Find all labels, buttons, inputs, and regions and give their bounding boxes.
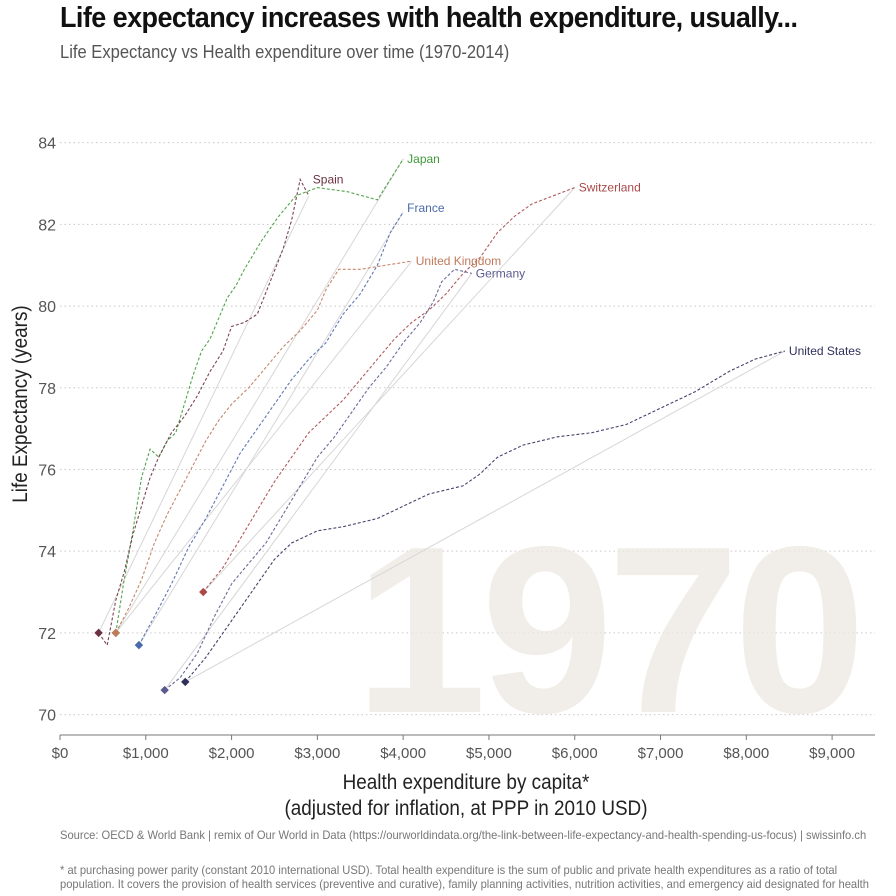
- trend-chord-germany: [164, 273, 473, 691]
- y-tick-label: 72: [38, 626, 56, 643]
- trend-chord-japan: [115, 158, 404, 634]
- x-tick-label: $5,000: [466, 745, 512, 762]
- trend-chord-united-kingdom: [115, 260, 413, 634]
- source-note: Source: OECD & World Bank | remix of Our…: [60, 828, 867, 842]
- x-tick-label: $6,000: [552, 745, 598, 762]
- series-line-france: [138, 211, 404, 646]
- trend-chords: [98, 158, 786, 691]
- start-marker-united-kingdom: [111, 628, 120, 638]
- series-line-spain: [98, 177, 310, 647]
- series-line-united-kingdom: [115, 260, 412, 634]
- x-tick-label: $9,000: [809, 745, 855, 762]
- x-tick-label: $0: [52, 745, 69, 762]
- start-markers: [94, 587, 208, 695]
- x-tick-label: $3,000: [294, 745, 340, 762]
- series-label-japan: Japan: [407, 152, 440, 166]
- trend-chord-spain: [98, 195, 310, 634]
- series-line-japan: [115, 158, 404, 633]
- series-paths: [98, 158, 786, 691]
- series-label-spain: Spain: [313, 172, 344, 186]
- trend-chord-switzerland: [202, 187, 576, 593]
- x-tick-label: $8,000: [723, 745, 769, 762]
- x-axis-title: Health expenditure by capita*: [343, 771, 590, 794]
- y-tick-label: 82: [38, 217, 56, 234]
- series-labels: Japan Spain France Switzerland United Kingdo…: [313, 152, 861, 358]
- year-watermark: 1970: [355, 498, 860, 763]
- footnote: * at purchasing power parity (constant 2…: [60, 863, 869, 891]
- start-marker-germany: [160, 685, 169, 695]
- series-label-united-kingdom: United Kingdom: [416, 254, 501, 268]
- series-label-united-states: United States: [789, 344, 861, 358]
- y-axis-title: Life Expectancy (years): [9, 305, 32, 502]
- x-tick-label: $1,000: [123, 745, 169, 762]
- x-axis-title-line2: (adjusted for inflation, at PPP in 2010 …: [285, 797, 648, 820]
- axes: 70 72 74 76 78 80 82 84 $0 $1,000 $2,000 $3,000 $4,0…: [38, 136, 875, 762]
- series-line-switzerland: [202, 187, 575, 593]
- y-tick-label: 74: [38, 544, 56, 561]
- x-tick-label: $7,000: [638, 745, 684, 762]
- trend-chord-france: [138, 211, 404, 646]
- start-marker-switzerland: [199, 587, 208, 597]
- y-tick-label: 70: [38, 708, 56, 725]
- y-tick-label: 78: [38, 381, 56, 398]
- y-tick-label: 80: [38, 299, 56, 316]
- series-label-switzerland: Switzerland: [579, 181, 641, 195]
- start-marker-united-states: [181, 677, 190, 687]
- series-label-germany: Germany: [476, 266, 525, 280]
- x-tick-label: $4,000: [380, 745, 426, 762]
- series-label-france: France: [407, 201, 445, 215]
- y-tick-label: 84: [38, 136, 56, 153]
- trend-chord-united-states: [185, 350, 786, 683]
- x-tick-label: $2,000: [209, 745, 255, 762]
- chart-title: Life expectancy increases with health ex…: [60, 2, 798, 34]
- chart-subtitle: Life Expectancy vs Health expenditure ov…: [60, 42, 510, 62]
- y-tick-label: 76: [38, 462, 56, 479]
- start-marker-spain: [94, 628, 103, 638]
- start-marker-france: [134, 640, 144, 650]
- series-line-united-states: [184, 350, 786, 683]
- series-line-germany: [164, 268, 472, 691]
